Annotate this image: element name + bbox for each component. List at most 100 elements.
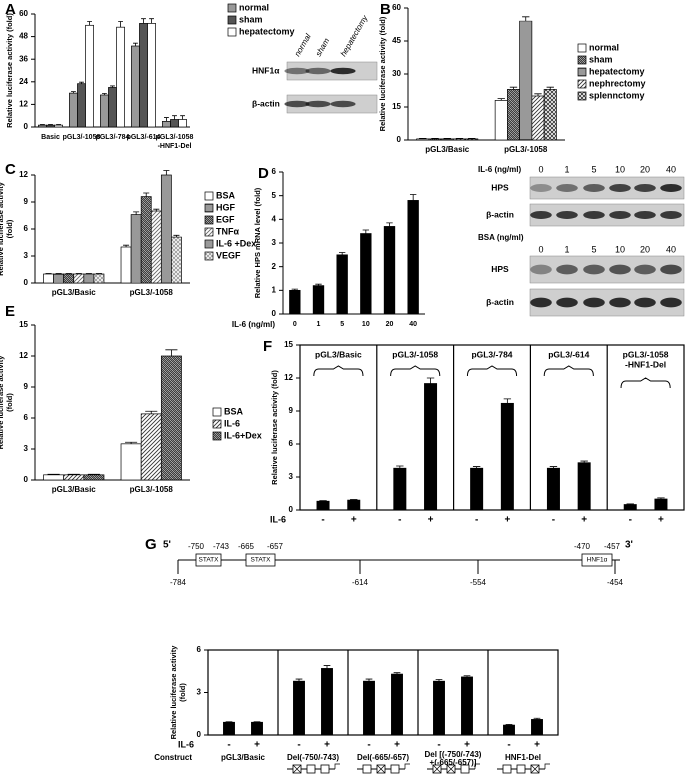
y-tick-label: 3 — [272, 238, 277, 247]
error-bar — [172, 115, 177, 120]
blot-row-label: HPS — [491, 182, 509, 192]
legend-label: BSA — [224, 406, 244, 416]
element-end: -457 — [604, 542, 621, 551]
blot-membrane — [529, 203, 685, 227]
bar — [83, 273, 95, 284]
bar — [73, 273, 85, 284]
y-tick-label: 5 — [272, 191, 277, 200]
condition-label: - — [398, 515, 401, 526]
error-bar — [386, 222, 393, 227]
error-bar — [472, 466, 481, 469]
construct-box — [306, 764, 316, 774]
blot-band — [634, 211, 656, 219]
bar — [383, 226, 396, 315]
blot-row-label: β-actin — [252, 98, 280, 108]
category-label: pGL3/Basic — [221, 753, 266, 762]
construct-box — [390, 764, 400, 774]
error-bar — [580, 460, 588, 463]
error-bar — [426, 377, 435, 384]
error-bar — [396, 465, 404, 469]
error-bar — [362, 229, 370, 234]
lane-label: 1 — [564, 244, 569, 254]
error-bar — [163, 170, 170, 175]
scale-label: -554 — [470, 578, 487, 587]
blot-band — [583, 264, 605, 275]
error-bar — [48, 124, 53, 126]
bar — [53, 273, 65, 284]
condition-label: - — [437, 740, 440, 751]
y-tick-label: 3 — [289, 472, 294, 481]
category-label: pGL3/-784 — [471, 349, 512, 359]
element-box — [581, 553, 613, 567]
construct-box — [320, 764, 330, 774]
category-label: 10 — [362, 321, 370, 328]
bar — [494, 100, 508, 141]
bar — [363, 680, 375, 736]
category-label: pGL3/-784 — [96, 134, 130, 141]
y-axis-label: Relative luciferase activity — [0, 355, 5, 450]
lane-label: 40 — [666, 164, 676, 174]
construct-deleted — [446, 764, 456, 774]
error-bar — [522, 16, 530, 22]
error-bar — [47, 473, 60, 475]
condition-label: + — [534, 740, 540, 751]
category-label: pGL3/Basic — [52, 288, 97, 297]
y-tick-label: 0 — [24, 475, 29, 484]
legend-label: TNFα — [216, 226, 239, 236]
y-tick-label: 3 — [24, 444, 29, 453]
legend-label: sham — [589, 54, 613, 64]
lane-label: 10 — [615, 244, 625, 254]
error-bar — [165, 349, 178, 356]
category-label: -HNF1-Del — [625, 359, 666, 369]
scale-label: -784 — [170, 578, 187, 587]
bar — [63, 273, 75, 284]
lane-label: hepatectomy — [339, 13, 370, 58]
lane-label: 20 — [640, 244, 650, 254]
group-bracket — [620, 377, 671, 389]
bar — [360, 233, 372, 315]
legend-swatch — [577, 91, 587, 101]
bar — [178, 119, 187, 128]
condition-label: - — [475, 515, 478, 526]
lane-label: sham — [314, 36, 332, 58]
blot-band — [634, 264, 656, 275]
legend-swatch — [227, 3, 237, 13]
panel-letter: D — [258, 165, 269, 182]
blot-band — [530, 184, 552, 192]
y-axis-label: Relative luciferase activity (fold) — [270, 370, 279, 485]
element-end: -743 — [213, 542, 230, 551]
blot-band — [330, 67, 356, 75]
bar — [139, 23, 148, 128]
error-bar — [67, 473, 80, 475]
error-bar — [118, 21, 123, 28]
legend-label: splennctomy — [589, 90, 645, 100]
y-axis-label: (fold) — [178, 683, 187, 702]
error-bar — [79, 81, 84, 84]
legend-swatch — [204, 239, 214, 249]
category-label: Del(-750/-743) — [287, 753, 339, 762]
lane-label: normal — [293, 32, 313, 58]
bar — [503, 724, 515, 736]
condition-label: + — [504, 515, 510, 526]
bar — [519, 20, 533, 141]
blot-row-label: β-actin — [486, 297, 514, 307]
error-bar — [365, 678, 373, 682]
legend-swatch — [204, 191, 214, 201]
bar — [546, 467, 560, 511]
lane-label: 5 — [591, 164, 596, 174]
blot-band — [556, 184, 578, 192]
error-bar — [463, 675, 471, 677]
bar — [316, 500, 330, 511]
bar — [43, 474, 65, 481]
y-tick-label: 45 — [392, 36, 401, 45]
blot-band — [609, 184, 631, 192]
error-bar — [153, 208, 160, 211]
bar — [416, 138, 430, 141]
blot-band — [556, 264, 578, 275]
blot-band — [660, 297, 682, 308]
blot-band — [284, 100, 310, 108]
construct-box — [460, 764, 470, 774]
lane-label: 0 — [538, 164, 543, 174]
category-label: Del(-665/-657) — [357, 753, 409, 762]
legend-label: sham — [239, 14, 263, 24]
